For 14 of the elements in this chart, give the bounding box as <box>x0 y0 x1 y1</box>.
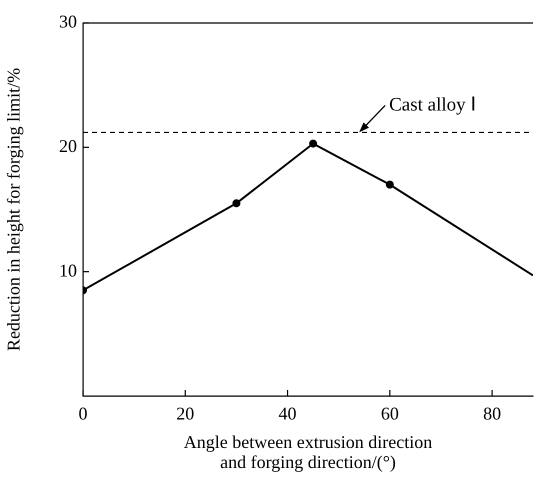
y-tick-label: 10 <box>59 260 77 280</box>
point <box>232 199 240 208</box>
y-tick-label: 20 <box>59 136 77 156</box>
point <box>309 140 318 148</box>
x-tick-label: 20 <box>176 404 194 424</box>
x-tick-label: 40 <box>278 404 297 424</box>
x-axis-title: Angle between extrusion direction and forging direction/(°) <box>184 432 432 472</box>
point <box>386 180 394 189</box>
annotation: Cast alloy Ⅰ <box>389 94 476 116</box>
x-tick-label: 0 <box>78 404 88 424</box>
x-tick-label: 60 <box>380 404 399 424</box>
y-tick-label: 30 <box>59 12 77 32</box>
x-tick-label: 80 <box>483 404 502 424</box>
y-axis-title: Reduction in height for forging limit/% <box>4 68 24 352</box>
